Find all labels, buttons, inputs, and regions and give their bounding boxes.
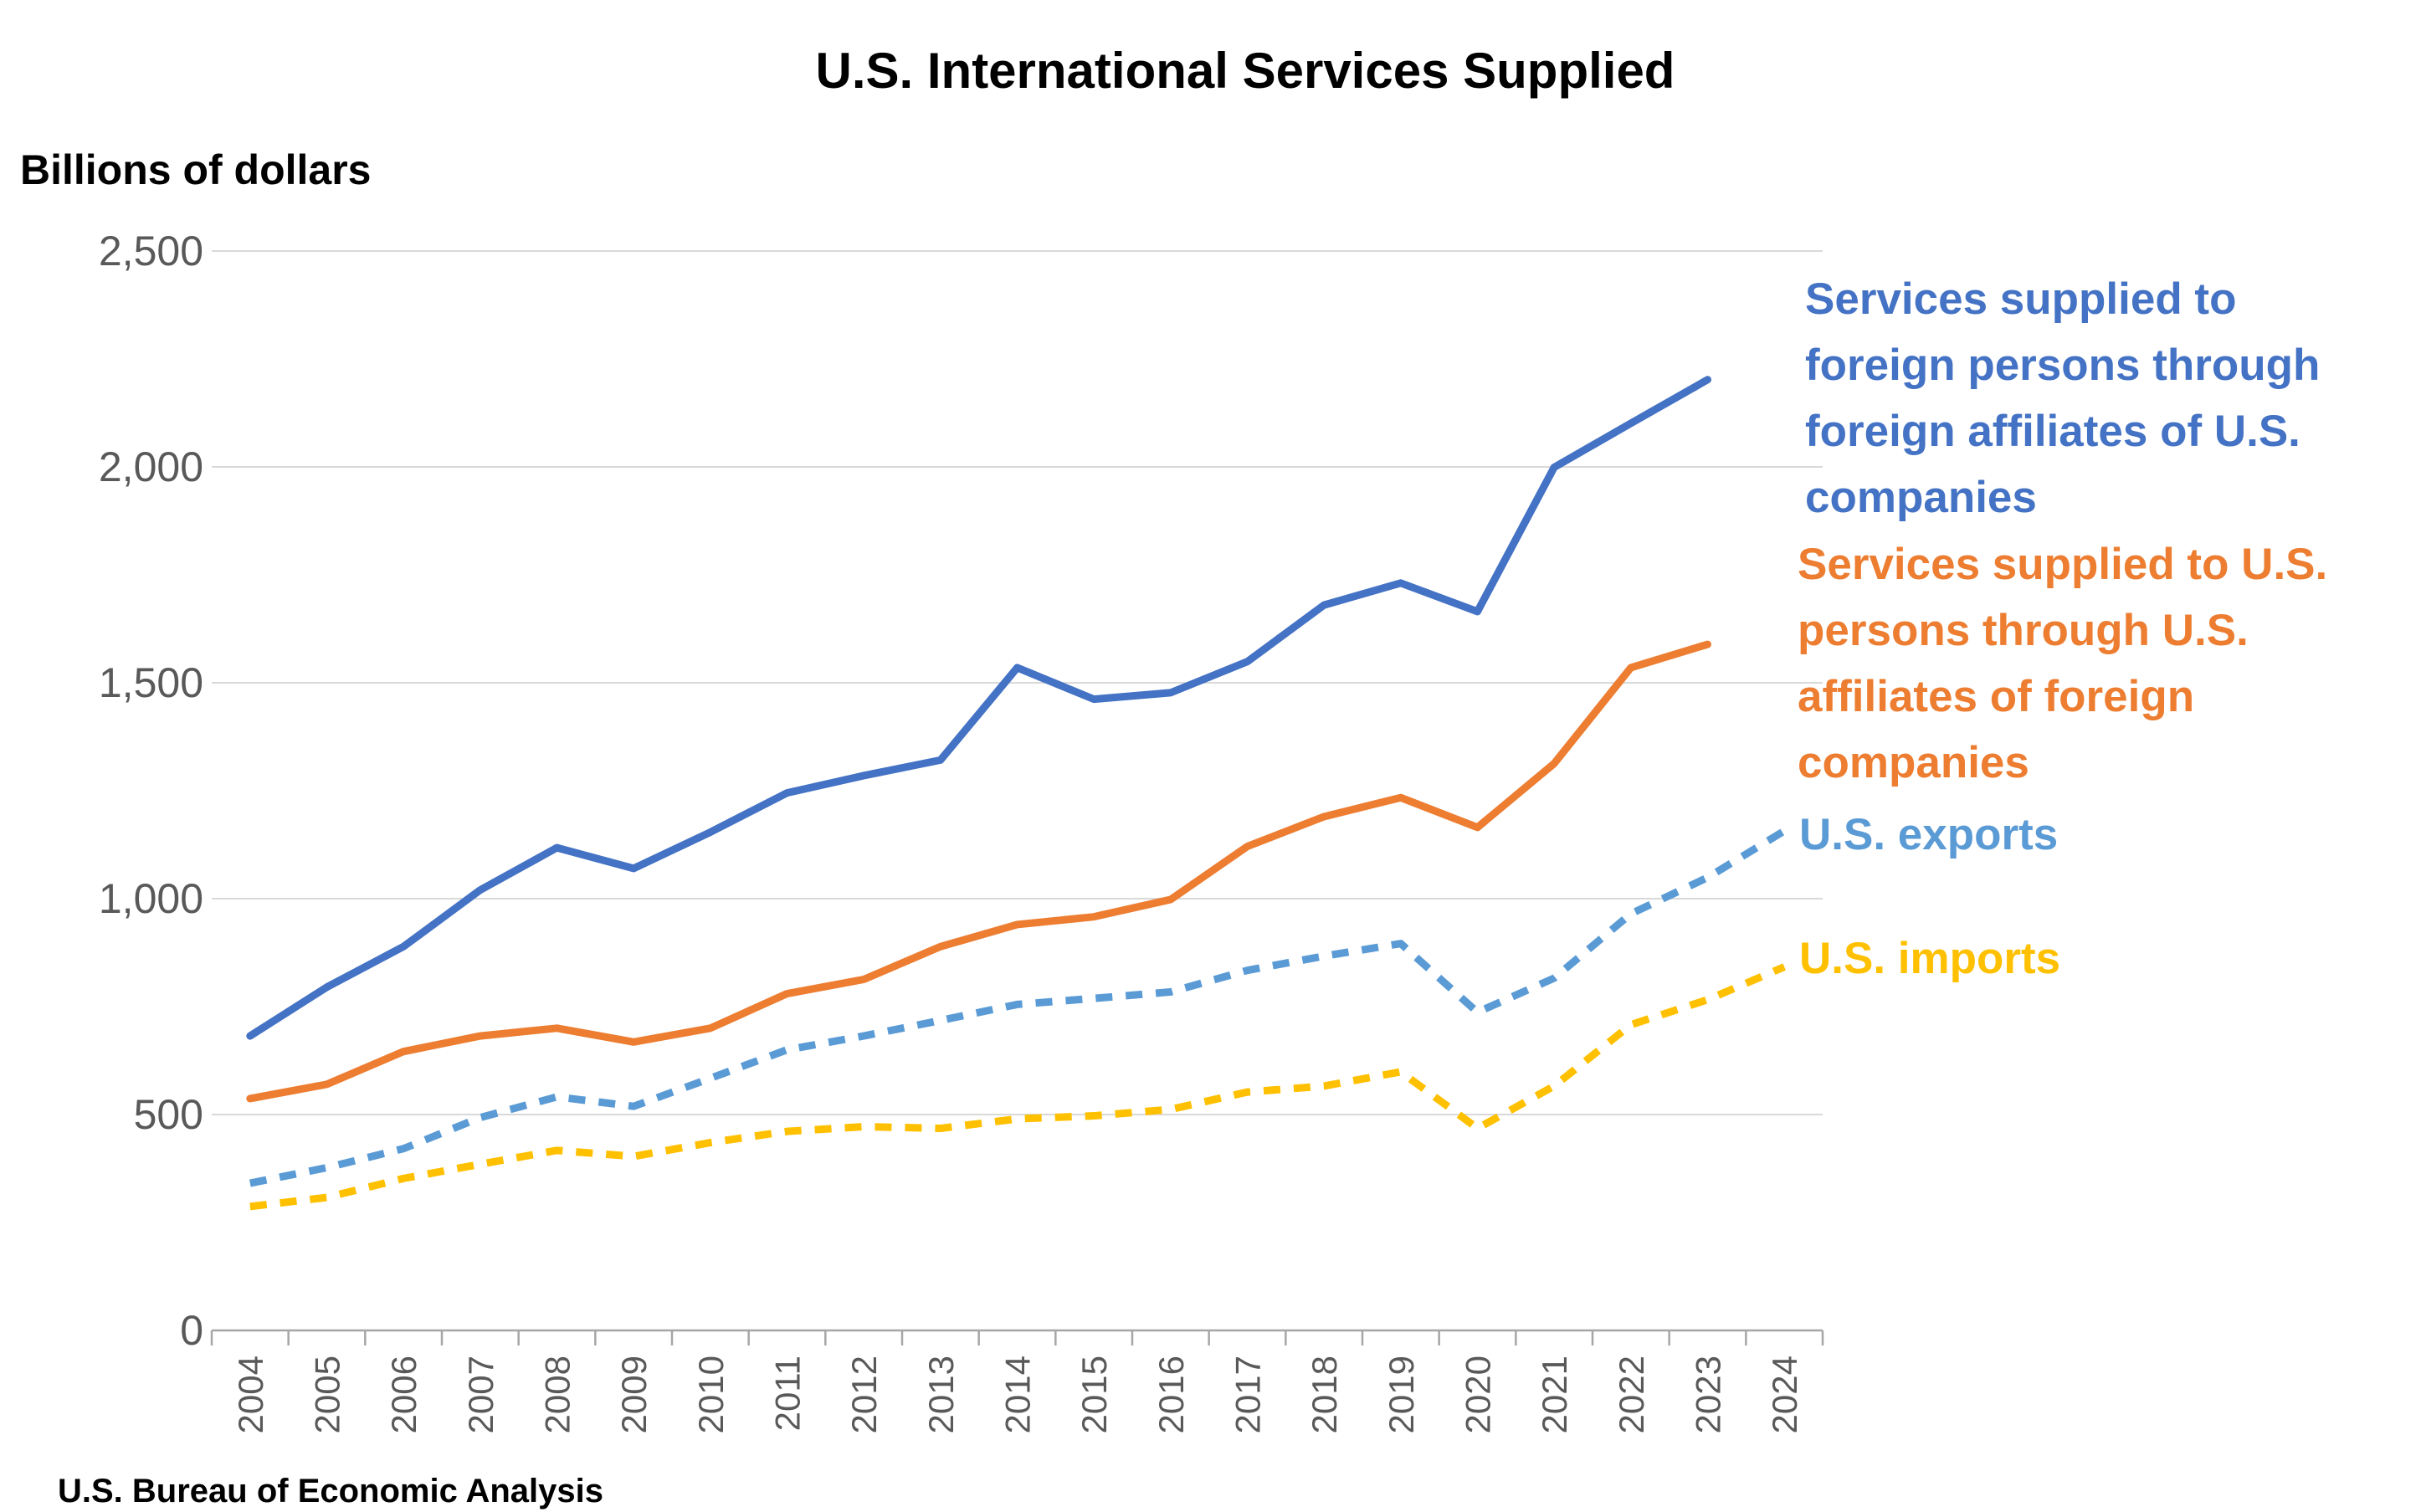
x-tick-label: 2021	[1535, 1356, 1574, 1433]
x-tick-label: 2004	[231, 1356, 270, 1433]
x-tick-label: 2009	[614, 1356, 654, 1433]
x-tick-label: 2005	[308, 1356, 347, 1433]
x-tick-label: 2008	[538, 1356, 577, 1433]
series-label-2: U.S. exports	[1799, 810, 2058, 859]
x-tick-label: 2015	[1075, 1356, 1114, 1433]
x-axis: 2004 2005 2006 2007 2008 2009 2010 2011 2012 2013…	[210, 1329, 1824, 1433]
source-note: U.S. Bureau of Economic Analysis	[58, 1473, 603, 1509]
series-line-1	[246, 640, 1711, 1103]
y-tick-label: 500	[134, 1091, 203, 1138]
y-tick-label: 2,500	[99, 228, 203, 274]
series-label-line: companies	[1805, 473, 2037, 522]
x-tick-label: 2020	[1459, 1356, 1498, 1433]
series-label-0: Services supplied to foreign persons thro…	[1805, 274, 2320, 522]
gridlines	[212, 250, 1823, 1115]
x-tick-label: 2024	[1765, 1356, 1804, 1433]
series-label-line: foreign affiliates of U.S.	[1805, 407, 2300, 456]
y-axis-label: Billions of dollars	[20, 146, 371, 193]
series-label-line: U.S. imports	[1799, 934, 2060, 983]
x-tick-label: 2012	[844, 1356, 884, 1433]
x-tick-label: 2018	[1305, 1356, 1344, 1433]
x-tick-label: 2023	[1689, 1356, 1728, 1433]
series-label-line: persons through U.S.	[1798, 606, 2249, 655]
x-tick-label: 2017	[1228, 1356, 1268, 1433]
series-label-line: companies	[1798, 738, 2029, 787]
series-line-0	[246, 376, 1711, 1040]
x-tick-label: 2016	[1152, 1356, 1191, 1433]
y-axis-ticks: 0 500 1,000 1,500 2,000 2,500	[99, 228, 203, 1354]
series-lines	[246, 376, 1787, 1211]
series-label-line: affiliates of foreign	[1798, 672, 2194, 721]
x-tick-label: 2014	[998, 1356, 1038, 1433]
x-tick-label: 2022	[1612, 1356, 1651, 1433]
chart-title: U.S. International Services Supplied	[816, 43, 1675, 99]
x-tick-label: 2013	[921, 1356, 961, 1433]
x-tick-label: 2011	[768, 1356, 808, 1431]
series-label-3: U.S. imports	[1799, 934, 2060, 983]
series-label-line: Services supplied to U.S.	[1798, 540, 2327, 589]
x-tick-label: 2006	[384, 1356, 423, 1433]
series-label-line: foreign persons through	[1805, 341, 2320, 390]
x-tick-label: 2010	[691, 1356, 731, 1433]
x-tick-label: 2007	[461, 1356, 500, 1433]
y-tick-label: 1,500	[99, 659, 203, 706]
series-label-1: Services supplied to U.S. persons through…	[1798, 540, 2327, 787]
series-line-2	[249, 828, 1787, 1187]
y-tick-label: 0	[180, 1307, 203, 1354]
series-labels: Services supplied to foreign persons thro…	[1798, 274, 2327, 983]
series-label-line: U.S. exports	[1799, 810, 2058, 859]
series-label-line: Services supplied to	[1805, 274, 2236, 324]
y-tick-label: 1,000	[99, 875, 203, 922]
y-tick-label: 2,000	[99, 443, 203, 490]
x-tick-label: 2019	[1382, 1356, 1421, 1433]
